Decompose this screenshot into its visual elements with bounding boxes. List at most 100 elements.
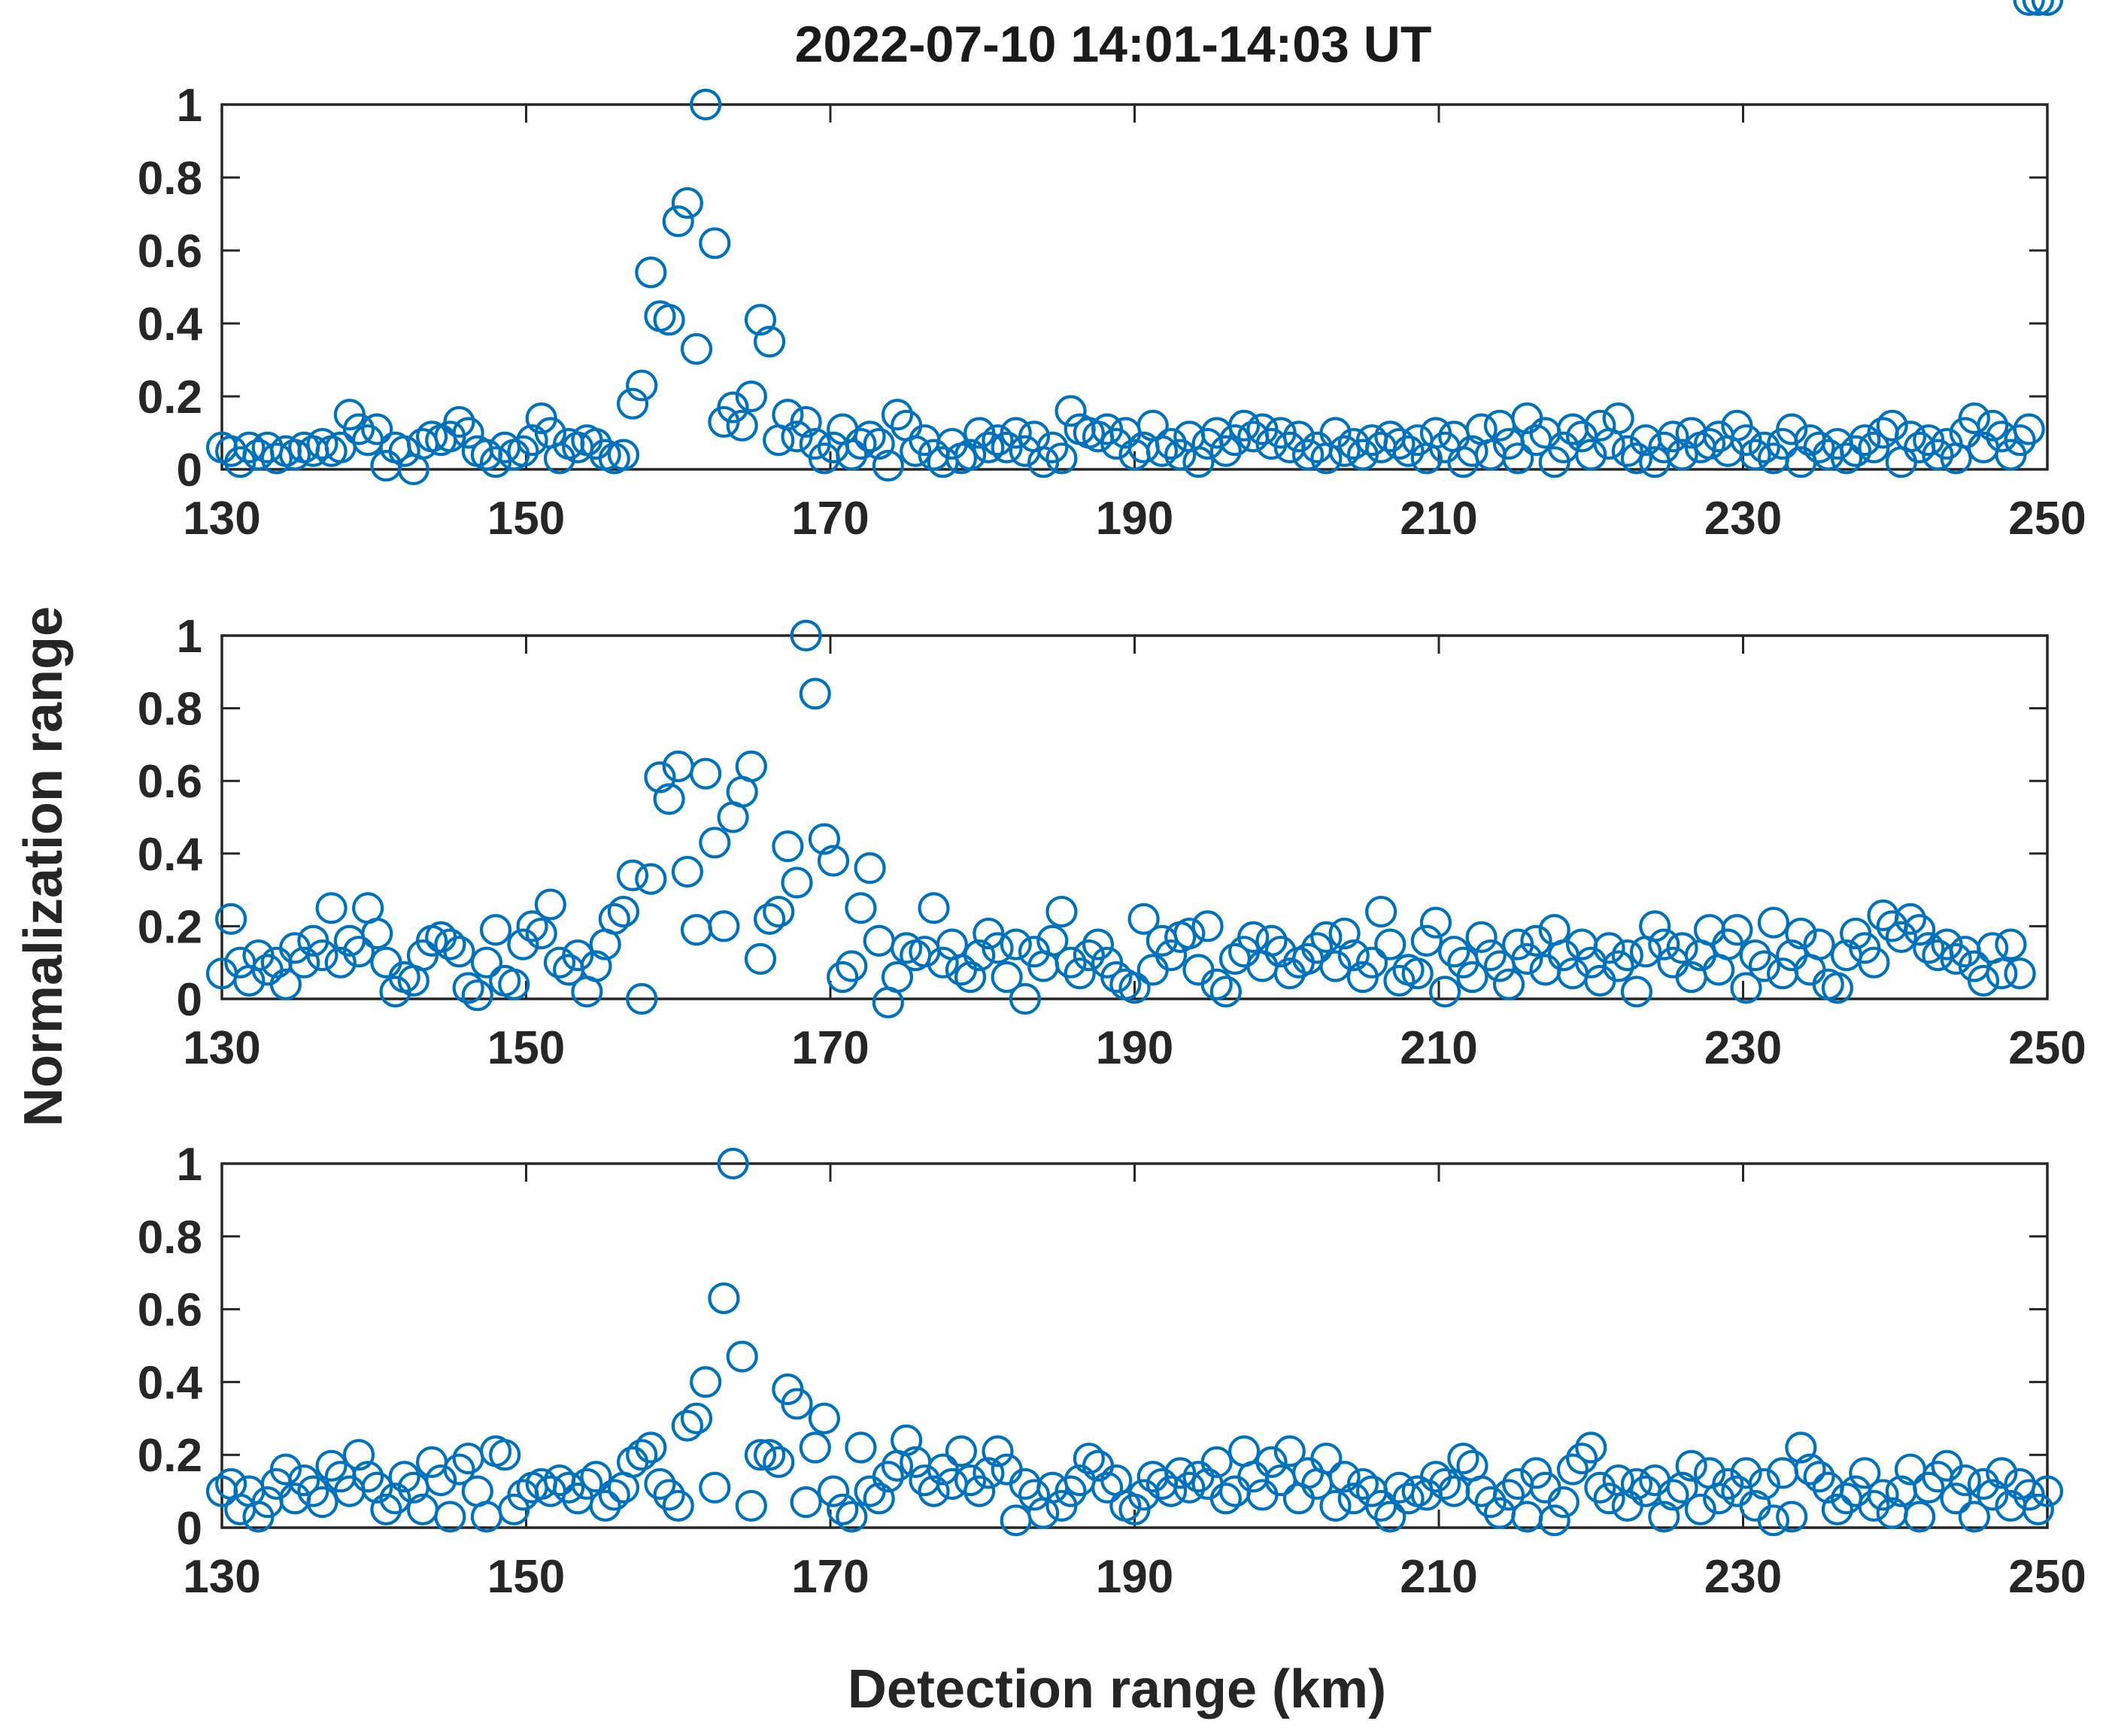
data-point (1538, 1504, 1570, 1537)
x-tick-label: 250 (2008, 1022, 2086, 1074)
data-point (470, 946, 503, 979)
data-point (1584, 409, 1616, 442)
data-point (1894, 903, 1927, 935)
data-point (790, 405, 822, 439)
y-tick-label: 0 (177, 974, 202, 1026)
data-point (1474, 1486, 1507, 1519)
data-point (753, 903, 786, 935)
data-point (479, 914, 512, 946)
data-point (1365, 895, 1397, 928)
data-point (1127, 903, 1160, 935)
data-point (653, 1479, 685, 1511)
y-tick-label: 1 (177, 1139, 202, 1191)
data-point (1620, 1467, 1653, 1501)
data-point (379, 1483, 411, 1515)
data-point (1492, 1479, 1525, 1511)
y-tick-label: 1 (177, 80, 202, 132)
data-point (470, 439, 503, 471)
y-tick-label: 0.6 (138, 226, 202, 278)
data-point (452, 417, 484, 449)
data-point (1447, 1442, 1479, 1475)
data-point (1639, 910, 1671, 942)
data-point (1000, 1504, 1032, 1537)
data-point (260, 442, 293, 475)
x-tick-label: 210 (1400, 493, 1477, 545)
data-point (1082, 420, 1115, 453)
data-point (1520, 924, 1552, 957)
data-point (553, 1471, 585, 1504)
data-point (1282, 420, 1315, 453)
data-point (1766, 958, 1799, 990)
data-point (1977, 409, 2009, 442)
data-point (708, 1282, 740, 1315)
data-point (1867, 1479, 1899, 1511)
data-point (361, 917, 393, 950)
y-tick-label: 0.8 (138, 1212, 202, 1264)
data-point (342, 1439, 375, 1471)
data-point (1748, 950, 1780, 982)
data-point (616, 859, 649, 891)
data-point (598, 1479, 630, 1511)
data-point (653, 783, 685, 815)
data-point (1821, 972, 1853, 1004)
data-point (1319, 417, 1352, 449)
data-point (425, 1464, 457, 1497)
data-point (1155, 427, 1188, 460)
data-point (1922, 439, 1954, 471)
data-point (1949, 1464, 1981, 1497)
data-point (1602, 950, 1634, 982)
x-tick-label: 190 (1096, 1022, 1173, 1074)
data-point (863, 427, 895, 460)
data-point (1967, 964, 2000, 997)
data-point (297, 1475, 329, 1507)
data-point (1785, 917, 1817, 950)
data-point (2004, 958, 2036, 990)
data-point (443, 405, 475, 439)
data-point (215, 903, 247, 935)
data-point (1511, 942, 1543, 975)
data-point (680, 332, 713, 366)
data-point (1986, 1457, 2018, 1489)
data-point (1556, 1453, 1589, 1486)
data-point (1986, 958, 2018, 990)
data-point (1483, 409, 1516, 442)
data-point (507, 435, 539, 467)
data-point (1739, 939, 1771, 972)
data-point (1428, 1467, 1461, 1501)
data-point (1082, 928, 1115, 961)
data-point (1200, 968, 1233, 1000)
plot-frame (220, 103, 2049, 471)
data-point (626, 369, 658, 402)
data-point (2031, 1475, 2064, 1507)
y-tick-label: 0 (177, 1503, 202, 1555)
data-point (680, 914, 713, 946)
data-point (2022, 1493, 2054, 1525)
panel-bottom: 130 150 170 190 210 230 250 0 0.2 0.4 0.6 0.8 1 (138, 1139, 2086, 1603)
data-point (927, 446, 959, 478)
data-point (1155, 939, 1188, 972)
data-point (1428, 976, 1461, 1008)
data-point (1675, 1449, 1707, 1482)
data-point (1073, 1442, 1105, 1475)
data-point (1301, 932, 1334, 964)
x-tick-label: 150 (487, 1022, 565, 1074)
data-point (416, 1446, 448, 1478)
data-point (562, 939, 594, 972)
y-tick-label: 0.8 (138, 153, 202, 205)
data-point (680, 1402, 713, 1434)
data-point (808, 823, 841, 855)
data-point (1018, 1479, 1051, 1511)
data-point (790, 619, 822, 652)
data-point (269, 968, 302, 1000)
data-point (1255, 1446, 1288, 1478)
data-point (1803, 1461, 1835, 1493)
data-point (443, 1453, 475, 1486)
data-point (954, 1464, 987, 1497)
data-point (963, 1475, 996, 1507)
data-point (845, 892, 877, 924)
data-point (233, 431, 266, 464)
data-point (644, 1467, 676, 1501)
chart-title: 2022-07-10 14:01-14:03 UT (795, 16, 1432, 73)
data-point (589, 1489, 621, 1522)
